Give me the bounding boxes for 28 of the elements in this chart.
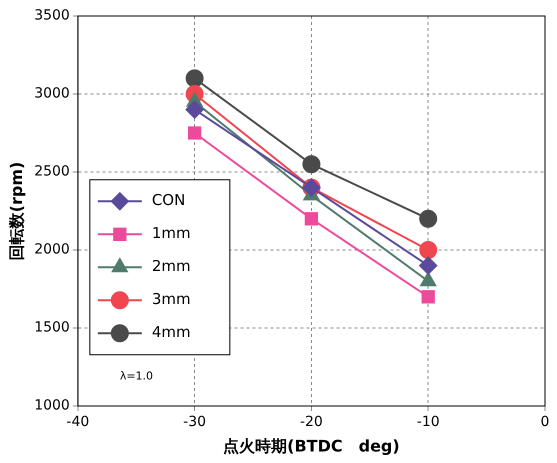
- point: [188, 126, 202, 140]
- point: [186, 69, 204, 88]
- legend-label: 4mm: [152, 323, 191, 342]
- point: [419, 256, 438, 275]
- point: [302, 155, 320, 174]
- legend-label: 1mm: [152, 224, 191, 242]
- legend-label: CON: [152, 191, 186, 210]
- point: [419, 210, 438, 228]
- x-tick-label: -40: [66, 414, 90, 430]
- point: [422, 290, 435, 304]
- legend-label: 2mm: [152, 257, 191, 276]
- legend-label: 3mm: [152, 290, 191, 308]
- x-tick-label: -10: [416, 414, 440, 430]
- y-tick-label: 3000: [34, 86, 70, 102]
- y-tick-label: 2500: [34, 164, 70, 180]
- y-tick-label: 1500: [34, 320, 70, 336]
- y-tick-label: 2000: [34, 242, 70, 258]
- x-axis-title: 点火時期(BTDC deg): [223, 436, 400, 456]
- y-tick-label: 3500: [34, 8, 70, 24]
- point: [419, 241, 438, 259]
- x-tick-label: -30: [183, 414, 206, 430]
- x-tick-label: 0: [540, 414, 550, 430]
- point: [304, 212, 318, 226]
- x-tick-label: -20: [300, 414, 323, 430]
- annotation: λ=1.0: [120, 370, 154, 383]
- point: [186, 100, 204, 119]
- y-axis-title: 回転数(rpm): [6, 162, 26, 260]
- y-tick-label: 1000: [34, 398, 70, 414]
